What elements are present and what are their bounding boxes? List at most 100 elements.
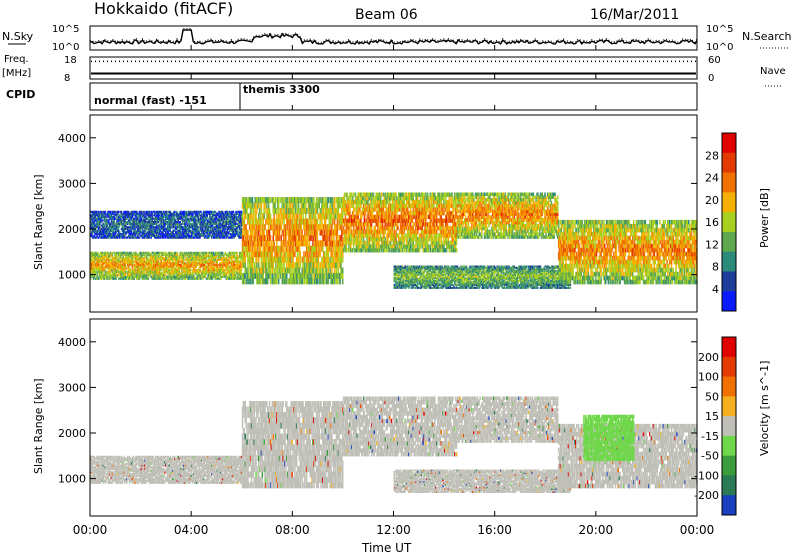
- heatmap-cell: [301, 213, 303, 219]
- heatmap-cell: [245, 257, 247, 263]
- heatmap-cell: [250, 246, 252, 252]
- heatmap-cell: [308, 273, 310, 279]
- heatmap-cell: [166, 211, 168, 213]
- heatmap-cell: [310, 262, 312, 268]
- heatmap-cell: [304, 197, 306, 203]
- heatmap-cell: [312, 240, 314, 246]
- heatmap-cell: [260, 230, 262, 236]
- heatmap-cell: [278, 208, 280, 214]
- heatmap-cell: [273, 197, 275, 203]
- heatmap-cell: [281, 251, 283, 257]
- heatmap-cell: [307, 240, 309, 246]
- heatmap-cell: [279, 213, 281, 219]
- heatmap-cell: [282, 246, 284, 252]
- heatmap-cell: [304, 278, 306, 284]
- heatmap-cell: [237, 230, 239, 232]
- heatmap-cell: [278, 197, 280, 203]
- heatmap-cell: [254, 240, 256, 246]
- heatmap-cell: [289, 224, 291, 230]
- heatmap-cell: [290, 213, 292, 219]
- heatmap-cell: [206, 252, 208, 254]
- heatmap-cell: [169, 269, 171, 271]
- heatmap-cell: [278, 251, 280, 257]
- heatmap-cell: [179, 272, 181, 274]
- heatmap-cell: [313, 203, 315, 209]
- heatmap-cell: [267, 278, 269, 284]
- heatmap-cell: [270, 213, 272, 219]
- heatmap-cell: [298, 257, 300, 263]
- heatmap-cell: [245, 273, 247, 279]
- heatmap-cell: [270, 278, 272, 284]
- heatmap-cell: [143, 252, 145, 254]
- heatmap-cell: [267, 251, 269, 257]
- heatmap-cell: [308, 219, 310, 225]
- heatmap-cell: [247, 251, 249, 257]
- heatmap-cell: [273, 240, 275, 246]
- heatmap-cell: [307, 251, 309, 257]
- heatmap-cell: [308, 257, 310, 263]
- heatmap-cell: [283, 262, 285, 268]
- heatmap-cell: [247, 235, 249, 241]
- heatmap-cell: [305, 203, 307, 209]
- heatmap-cell: [273, 213, 275, 219]
- heatmap-cell: [258, 213, 260, 219]
- heatmap-cell: [233, 211, 235, 213]
- heatmap-cell: [177, 252, 179, 254]
- heatmap-cell: [301, 224, 303, 230]
- freq-label: Freq.: [4, 54, 29, 65]
- heatmap-cell: [268, 224, 270, 230]
- heatmap-cell: [283, 203, 285, 209]
- nave-tick-high: 60: [708, 55, 721, 66]
- heatmap-cell: [270, 235, 272, 241]
- heatmap-cell: [276, 240, 278, 246]
- heatmap-cell: [250, 240, 252, 246]
- heatmap-cell: [315, 213, 317, 219]
- heatmap-cell: [275, 197, 277, 203]
- heatmap-cell: [307, 235, 309, 241]
- heatmap-cell: [313, 197, 315, 203]
- heatmap-cell: [261, 203, 263, 209]
- heatmap-cell: [114, 211, 116, 213]
- heatmap-cell: [263, 268, 265, 274]
- heatmap-cell: [305, 235, 307, 241]
- heatmap-cell: [179, 221, 181, 223]
- heatmap-cell: [263, 208, 265, 214]
- heatmap-cell: [276, 278, 278, 284]
- heatmap-cell: [199, 252, 201, 254]
- heatmap-cell: [260, 213, 262, 219]
- heatmap-cell: [250, 278, 252, 284]
- heatmap-cell: [274, 268, 276, 274]
- heatmap-cell: [190, 269, 192, 271]
- heatmap-cell: [244, 251, 246, 257]
- heatmap-cell: [261, 257, 263, 263]
- heatmap-cell: [222, 252, 224, 254]
- heatmap-cell: [312, 278, 314, 284]
- heatmap-cell: [149, 211, 151, 213]
- heatmap-cell: [283, 197, 285, 203]
- cpid-segment-2: themis 3300: [243, 83, 320, 96]
- heatmap-cell: [245, 224, 247, 230]
- heatmap-cell: [287, 246, 289, 252]
- heatmap-cell: [299, 246, 301, 252]
- heatmap-cell: [293, 203, 295, 209]
- heatmap-cell: [247, 262, 249, 268]
- heatmap-cell: [243, 246, 245, 252]
- heatmap-cell: [286, 213, 288, 219]
- heatmap-cell: [247, 230, 249, 236]
- heatmap-cell: [310, 273, 312, 279]
- heatmap-cell: [310, 230, 312, 236]
- heatmap-cell: [259, 273, 261, 279]
- heatmap-cell: [253, 268, 255, 274]
- heatmap-cell: [292, 257, 294, 263]
- heatmap-cell: [174, 211, 176, 213]
- heatmap-cell: [256, 257, 258, 263]
- heatmap-cell: [263, 213, 265, 219]
- heatmap-cell: [252, 230, 254, 236]
- heatmap-cell: [245, 262, 247, 268]
- heatmap-cell: [254, 224, 256, 230]
- heatmap-cell: [261, 208, 263, 214]
- heatmap-cell: [305, 213, 307, 219]
- cpid-label: CPID: [6, 88, 35, 101]
- heatmap-cell: [263, 240, 265, 246]
